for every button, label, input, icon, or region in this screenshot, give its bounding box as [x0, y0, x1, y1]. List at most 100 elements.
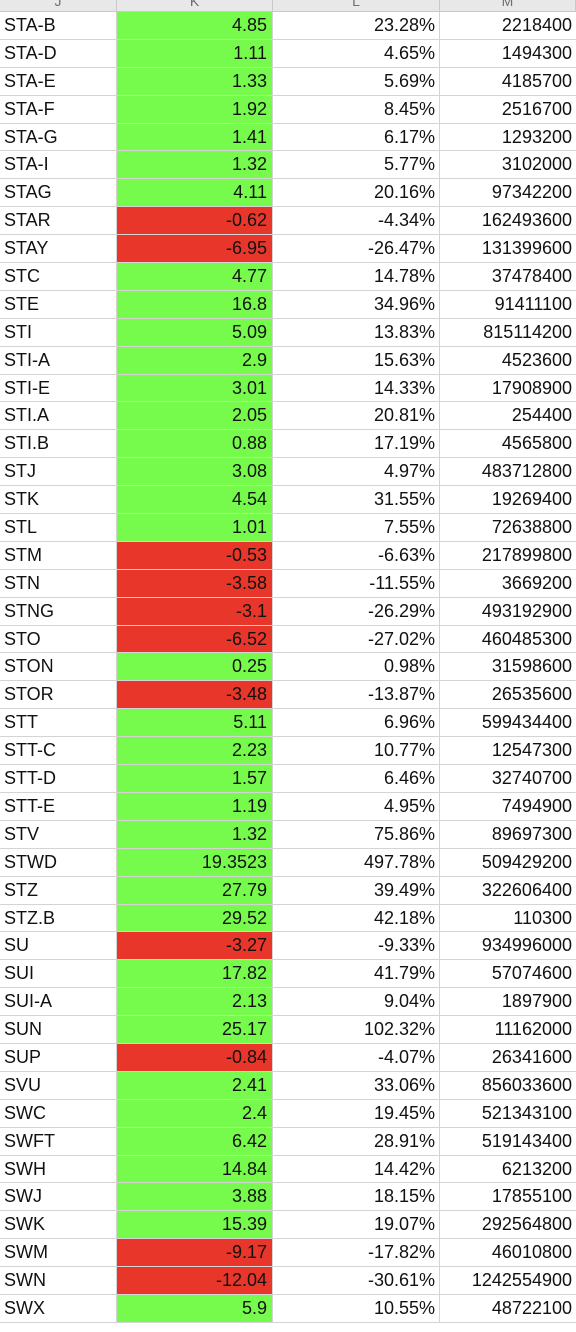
ticker-cell[interactable]: STAY — [0, 235, 117, 263]
volume-cell[interactable]: 32740700 — [491, 768, 572, 789]
column-header-j[interactable]: J — [0, 0, 117, 11]
percent-change-cell[interactable]: 19.07% — [273, 1211, 440, 1239]
ticker-cell[interactable]: STNG — [0, 597, 117, 625]
ticker-cell[interactable]: STAG — [0, 179, 117, 207]
percent-change-cell[interactable]: 75.86% — [273, 820, 440, 848]
volume-cell[interactable]: 1242554900 — [471, 1270, 572, 1291]
change-cell[interactable]: 2.41 — [117, 1071, 273, 1099]
percent-change-cell[interactable]: 6.17% — [273, 123, 440, 151]
percent-change-cell[interactable]: -27.02% — [273, 625, 440, 653]
ticker-cell[interactable]: STAR — [0, 207, 117, 235]
percent-change-cell[interactable]: 9.04% — [273, 988, 440, 1016]
volume-cell[interactable]: 460485300 — [481, 628, 572, 649]
volume-cell[interactable]: 519143400 — [481, 1130, 572, 1151]
volume-cell[interactable]: 292564800 — [481, 1214, 572, 1235]
volume-cell[interactable]: 26341600 — [491, 1046, 572, 1067]
change-cell[interactable]: 19.3523 — [117, 848, 273, 876]
volume-cell[interactable]: 48722100 — [491, 1297, 572, 1318]
change-cell[interactable]: 16.8 — [117, 290, 273, 318]
percent-change-cell[interactable]: 14.42% — [273, 1155, 440, 1183]
change-cell[interactable]: -0.62 — [117, 207, 273, 235]
change-cell[interactable]: 3.08 — [117, 458, 273, 486]
volume-cell[interactable]: 254400 — [511, 405, 572, 426]
ticker-cell[interactable]: STV — [0, 820, 117, 848]
percent-change-cell[interactable]: 8.45% — [273, 95, 440, 123]
ticker-cell[interactable]: STZ.B — [0, 904, 117, 932]
change-cell[interactable]: 1.32 — [117, 151, 273, 179]
ticker-cell[interactable]: SWN — [0, 1267, 117, 1294]
change-cell[interactable]: -0.53 — [117, 541, 273, 569]
ticker-cell[interactable]: STA-B — [0, 12, 117, 39]
volume-cell[interactable]: 46010800 — [491, 1242, 572, 1263]
volume-cell[interactable]: 11162000 — [494, 1019, 572, 1040]
ticker-cell[interactable]: SVU — [0, 1071, 117, 1099]
ticker-cell[interactable]: SWM — [0, 1239, 117, 1267]
volume-cell[interactable]: 26535600 — [491, 684, 572, 705]
ticker-cell[interactable]: STI.A — [0, 402, 117, 430]
change-cell[interactable]: 3.01 — [117, 374, 273, 402]
percent-change-cell[interactable]: 4.65% — [273, 39, 440, 67]
percent-change-cell[interactable]: 6.96% — [273, 709, 440, 737]
ticker-cell[interactable]: STA-D — [0, 39, 117, 67]
change-cell[interactable]: 27.79 — [117, 876, 273, 904]
ticker-cell[interactable]: STI-E — [0, 374, 117, 402]
volume-cell[interactable]: 2218400 — [501, 15, 572, 35]
volume-cell[interactable]: 521343100 — [481, 1102, 572, 1123]
change-cell[interactable]: 1.33 — [117, 67, 273, 95]
percent-change-cell[interactable]: -13.87% — [273, 681, 440, 709]
ticker-cell[interactable]: STON — [0, 653, 117, 681]
percent-change-cell[interactable]: 10.55% — [273, 1294, 440, 1322]
ticker-cell[interactable]: STI-A — [0, 346, 117, 374]
volume-cell[interactable]: 483712800 — [481, 461, 572, 482]
volume-cell[interactable]: 110300 — [513, 907, 572, 928]
percent-change-cell[interactable]: 39.49% — [273, 876, 440, 904]
change-cell[interactable]: 1.11 — [117, 39, 273, 67]
change-cell[interactable]: 4.77 — [117, 263, 273, 290]
change-cell[interactable]: -12.04 — [117, 1267, 273, 1294]
volume-cell[interactable]: 856033600 — [481, 1074, 572, 1095]
percent-change-cell[interactable]: 102.32% — [273, 1016, 440, 1043]
change-cell[interactable]: -3.58 — [117, 569, 273, 597]
ticker-cell[interactable]: SUN — [0, 1016, 117, 1043]
percent-change-cell[interactable]: 497.78% — [273, 848, 440, 876]
volume-cell[interactable]: 17855100 — [491, 1186, 572, 1207]
percent-change-cell[interactable]: 4.95% — [273, 792, 440, 820]
volume-cell[interactable]: 12547300 — [491, 740, 572, 761]
percent-change-cell[interactable]: 5.77% — [273, 151, 440, 179]
volume-cell[interactable]: 4185700 — [501, 70, 572, 91]
percent-change-cell[interactable]: 4.97% — [273, 458, 440, 486]
volume-cell[interactable]: 97342200 — [491, 182, 572, 203]
change-cell[interactable]: 25.17 — [117, 1016, 273, 1043]
volume-cell[interactable]: 509429200 — [481, 851, 572, 872]
change-cell[interactable]: 5.09 — [117, 318, 273, 346]
ticker-cell[interactable]: STC — [0, 263, 117, 290]
percent-change-cell[interactable]: 10.77% — [273, 737, 440, 765]
volume-cell[interactable]: 1494300 — [501, 42, 572, 63]
ticker-cell[interactable]: STT-D — [0, 765, 117, 792]
change-cell[interactable]: 14.84 — [117, 1155, 273, 1183]
change-cell[interactable]: 15.39 — [117, 1211, 273, 1239]
column-header-k[interactable]: K — [117, 0, 273, 11]
volume-cell[interactable]: 322606400 — [481, 879, 572, 900]
percent-change-cell[interactable]: 33.06% — [273, 1071, 440, 1099]
change-cell[interactable]: 2.4 — [117, 1099, 273, 1127]
percent-change-cell[interactable]: 19.45% — [273, 1099, 440, 1127]
change-cell[interactable]: 1.01 — [117, 514, 273, 541]
percent-change-cell[interactable]: 15.63% — [273, 346, 440, 374]
percent-change-cell[interactable]: 17.19% — [273, 430, 440, 458]
ticker-cell[interactable]: STT-E — [0, 792, 117, 820]
ticker-cell[interactable]: STA-G — [0, 123, 117, 151]
percent-change-cell[interactable]: -11.55% — [273, 569, 440, 597]
volume-cell[interactable]: 89697300 — [491, 823, 572, 844]
change-cell[interactable]: 2.9 — [117, 346, 273, 374]
change-cell[interactable]: 2.13 — [117, 988, 273, 1016]
change-cell[interactable]: 2.23 — [117, 737, 273, 765]
volume-cell[interactable]: 2516700 — [501, 98, 572, 119]
volume-cell[interactable]: 3669200 — [501, 572, 572, 593]
volume-cell[interactable]: 4565800 — [501, 433, 572, 454]
ticker-cell[interactable]: STT-C — [0, 737, 117, 765]
ticker-cell[interactable]: STL — [0, 514, 117, 541]
change-cell[interactable]: 3.88 — [117, 1183, 273, 1211]
change-cell[interactable]: 4.11 — [117, 179, 273, 207]
volume-cell[interactable]: 3102000 — [501, 154, 572, 175]
